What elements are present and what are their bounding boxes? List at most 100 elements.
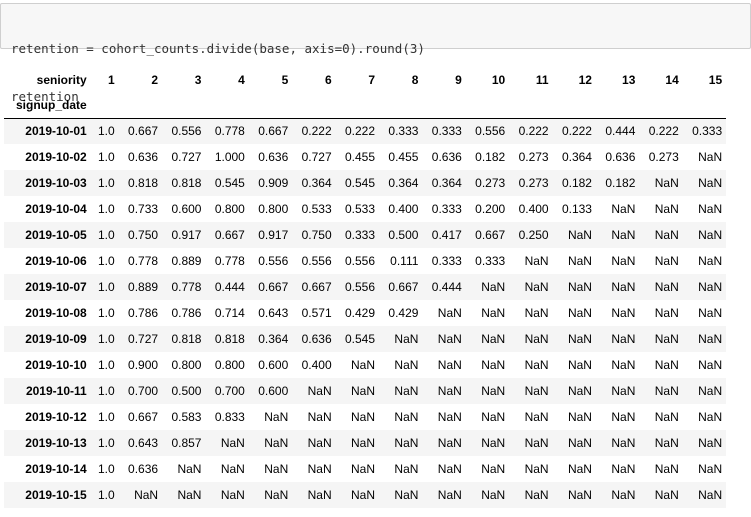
table-cell: NaN <box>698 410 723 424</box>
code-cell-input[interactable]: retention = cohort_counts.divide(base, a… <box>0 3 751 104</box>
table-cell: 0.222 <box>301 124 332 139</box>
table-cell: NaN <box>698 384 723 398</box>
table-cell: NaN <box>654 228 679 242</box>
table-cell: NaN <box>307 410 332 424</box>
table-cell: NaN <box>698 254 723 268</box>
table-cell: NaN <box>567 410 592 424</box>
table-cell: NaN <box>524 384 549 398</box>
index-name-spacer <box>465 92 510 119</box>
table-row: 2019-10-15 1.0 NaN NaN NaN NaN NaN NaN NaN NaN NaN… <box>4 482 727 508</box>
table-cell: 0.182 <box>475 150 506 164</box>
row-index-label: 2019-10-12 <box>25 410 87 424</box>
row-index-label: 2019-10-06 <box>25 254 87 268</box>
row-index-label: 2019-10-01 <box>25 124 87 139</box>
table-cell: NaN <box>177 462 202 476</box>
table-cell: NaN <box>698 202 723 216</box>
table-cell: NaN <box>567 384 592 398</box>
table-cell: NaN <box>654 254 679 268</box>
columns-name-label: seniority <box>36 72 87 87</box>
table-cell: 0.273 <box>475 176 506 190</box>
table-cell: NaN <box>654 436 679 450</box>
table-row: 2019-10-01 1.0 0.667 0.556 0.778 0.667 0.222 0.… <box>4 118 727 144</box>
table-cell: NaN <box>394 358 419 372</box>
table-cell: 0.333 <box>388 124 419 139</box>
table-cell: 0.133 <box>561 202 592 216</box>
table-cell: 0.545 <box>345 332 376 346</box>
table-cell: 0.667 <box>475 228 506 242</box>
table-cell: 0.727 <box>301 150 332 164</box>
table-cell: NaN <box>698 306 723 320</box>
index-name-spacer <box>118 92 163 119</box>
table-cell: 0.917 <box>258 228 289 242</box>
table-cell: NaN <box>654 202 679 216</box>
dataframe-body: 2019-10-01 1.0 0.667 0.556 0.778 0.667 0.222 0.… <box>4 118 727 508</box>
column-header: 3 <box>194 72 202 87</box>
table-cell: 0.667 <box>258 280 289 294</box>
table-row: 2019-10-10 1.0 0.900 0.800 0.800 0.600 0.400 Na… <box>4 352 727 378</box>
table-cell: 0.786 <box>128 306 159 320</box>
table-cell: 1.0 <box>98 150 115 164</box>
table-cell: 0.364 <box>388 176 419 190</box>
table-cell: NaN <box>307 384 332 398</box>
table-cell: 1.0 <box>98 176 115 190</box>
index-name-row: signup_date <box>4 92 727 119</box>
index-name-spacer <box>422 92 466 119</box>
table-cell: 0.364 <box>258 332 289 346</box>
column-header: 6 <box>324 72 332 87</box>
table-cell: 1.0 <box>98 306 115 320</box>
table-cell: 0.545 <box>345 176 376 190</box>
table-cell: 0.778 <box>171 280 202 294</box>
table-cell: 0.714 <box>214 306 245 320</box>
column-header: 14 <box>665 72 679 87</box>
table-cell: 0.600 <box>171 202 202 216</box>
table-cell: 0.750 <box>301 228 332 242</box>
table-cell: 0.800 <box>214 358 245 372</box>
table-cell: 0.556 <box>258 254 289 268</box>
index-name-spacer <box>205 92 249 119</box>
code-line: retention = cohort_counts.divide(base, a… <box>11 41 425 56</box>
row-index-label: 2019-10-13 <box>25 436 87 450</box>
table-cell: NaN <box>567 462 592 476</box>
table-cell: 0.417 <box>431 228 462 242</box>
table-cell: 0.778 <box>214 254 245 268</box>
table-cell: 0.429 <box>345 306 376 320</box>
table-cell: NaN <box>567 332 592 346</box>
index-name-spacer <box>379 92 423 119</box>
table-cell: 0.222 <box>345 124 376 139</box>
table-cell: NaN <box>220 462 245 476</box>
table-cell: NaN <box>394 332 419 346</box>
table-cell: NaN <box>134 488 159 502</box>
table-cell: 0.222 <box>518 124 549 139</box>
table-cell: 0.545 <box>214 176 245 190</box>
index-name-spacer <box>335 92 380 119</box>
table-cell: NaN <box>611 228 636 242</box>
row-index-label: 2019-10-08 <box>25 306 87 320</box>
table-cell: 0.400 <box>388 202 419 216</box>
table-cell: 1.0 <box>98 488 115 502</box>
table-cell: 1.000 <box>214 150 245 164</box>
table-cell: 0.273 <box>518 150 549 164</box>
index-name-spacer <box>292 92 336 119</box>
table-cell: 0.643 <box>258 306 289 320</box>
table-cell: 0.636 <box>128 150 159 164</box>
table-cell: NaN <box>524 436 549 450</box>
table-cell: 0.818 <box>214 332 245 346</box>
table-cell: NaN <box>567 280 592 294</box>
index-name-spacer <box>162 92 206 119</box>
table-cell: NaN <box>481 332 506 346</box>
table-cell: NaN <box>177 488 202 502</box>
table-cell: 0.636 <box>128 462 159 476</box>
table-cell: NaN <box>307 436 332 450</box>
table-cell: NaN <box>437 358 462 372</box>
table-cell: 0.667 <box>214 228 245 242</box>
table-cell: 1.0 <box>98 332 115 346</box>
row-index-label: 2019-10-10 <box>25 358 87 372</box>
column-header: 15 <box>708 72 723 87</box>
table-cell: NaN <box>654 306 679 320</box>
table-cell: NaN <box>567 228 592 242</box>
index-name-spacer <box>90 92 119 119</box>
table-cell: NaN <box>698 280 723 294</box>
table-cell: NaN <box>481 488 506 502</box>
table-cell: 0.700 <box>128 384 159 398</box>
table-cell: 1.0 <box>98 462 115 476</box>
